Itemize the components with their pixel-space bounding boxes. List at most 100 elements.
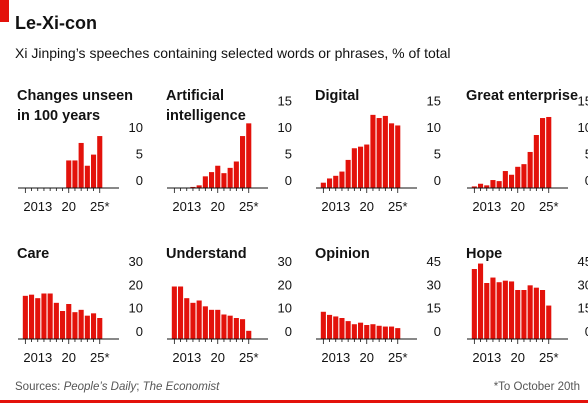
panel-3-bar-2018 bbox=[502, 171, 508, 188]
panel-5-y-tick-label-20: 20 bbox=[278, 277, 292, 292]
panel-6-y-tick-label-15: 15 bbox=[427, 301, 441, 316]
panel-1-y-tick-label-5: 5 bbox=[285, 147, 292, 162]
panel-2-bar-2025 bbox=[395, 125, 401, 188]
panel-2-bar-2023 bbox=[382, 115, 388, 188]
panel-2-bar-2017 bbox=[345, 159, 351, 188]
panel-6-x-tick-label-1: 20 bbox=[360, 350, 374, 365]
panel-2-x-tick-label-2: 25* bbox=[388, 199, 408, 214]
panel-3-x-tick-label-0: 2013 bbox=[472, 199, 501, 214]
panel-6-bar-2021 bbox=[370, 324, 376, 339]
panel-3-y-tick-label-15: 15 bbox=[578, 94, 588, 109]
panel-7-bar-2015 bbox=[484, 283, 490, 339]
panel-5-x-tick-label-0: 2013 bbox=[172, 350, 201, 365]
panel-4-bar-2022 bbox=[78, 309, 84, 339]
panel-4-bar-2021 bbox=[72, 312, 78, 339]
panel-6-bar-2022 bbox=[376, 325, 382, 339]
panel-0-bar-2020 bbox=[66, 160, 72, 188]
panel-5-bar-2014 bbox=[178, 286, 184, 339]
panel-1-y-tick-label-10: 10 bbox=[278, 120, 292, 135]
panel-4-bar-2016 bbox=[41, 293, 47, 339]
panel-6-bar-2023 bbox=[382, 326, 388, 339]
panel-4-y-tick-label-10: 10 bbox=[129, 301, 143, 316]
panel-3-y-tick-label-5: 5 bbox=[585, 147, 588, 162]
panel-6-y-tick-label-0: 0 bbox=[434, 324, 441, 339]
panel-6-y-tick-label-45: 45 bbox=[427, 254, 441, 269]
panel-3-bar-2025 bbox=[546, 116, 552, 188]
panel-3-y-tick-label-10: 10 bbox=[578, 120, 588, 135]
panel-2-y-tick-label-0: 0 bbox=[434, 173, 441, 188]
panel-7-y-tick-label-0: 0 bbox=[585, 324, 588, 339]
panel-5-title-line-0: Understand bbox=[166, 246, 247, 262]
panel-5-x-tick-label-2: 25* bbox=[239, 350, 259, 365]
panel-4-bar-2025 bbox=[97, 318, 103, 339]
panel-2-x-tick-label-0: 2013 bbox=[321, 199, 350, 214]
panel-1-title-line-0: Artificial bbox=[166, 88, 224, 104]
panel-5-bar-2017 bbox=[196, 300, 202, 339]
panel-3-bar-2023 bbox=[533, 135, 539, 188]
panel-1-bar-2025 bbox=[246, 123, 252, 188]
panel-2-bar-2019 bbox=[358, 146, 364, 188]
panel-1-bar-2016 bbox=[190, 186, 196, 188]
bottom-rule bbox=[0, 400, 588, 403]
panel-6-bar-2018 bbox=[351, 324, 357, 339]
panel-0-bar-2022 bbox=[78, 142, 84, 188]
panel-2-bar-2020 bbox=[364, 144, 370, 188]
panel-0-bar-2025 bbox=[97, 136, 103, 188]
panel-7-y-tick-label-30: 30 bbox=[578, 277, 588, 292]
panel-3-bar-2015 bbox=[484, 185, 490, 188]
panel-5-bar-2016 bbox=[190, 302, 196, 339]
panel-3-bar-2019 bbox=[509, 174, 515, 188]
panel-6-bar-2025 bbox=[395, 328, 401, 339]
panel-4-y-tick-label-0: 0 bbox=[136, 324, 143, 339]
panel-7-bar-2013 bbox=[471, 269, 477, 339]
panel-1-bar-2018 bbox=[202, 176, 208, 188]
panel-7-x-tick-label-0: 2013 bbox=[472, 350, 501, 365]
panel-7-bar-2017 bbox=[496, 282, 502, 339]
economist-flag bbox=[0, 0, 9, 22]
panel-7-bar-2014 bbox=[478, 263, 484, 339]
panel-1-x-tick-label-0: 2013 bbox=[172, 199, 201, 214]
panel-7-bar-2024 bbox=[540, 290, 546, 339]
panel-3-bar-2013 bbox=[471, 186, 477, 188]
panel-4-x-tick-label-1: 20 bbox=[62, 350, 76, 365]
panel-3-x-tick-label-2: 25* bbox=[539, 199, 559, 214]
panel-0-y-tick-label-5: 5 bbox=[136, 147, 143, 162]
panel-2-bar-2022 bbox=[376, 118, 382, 188]
panel-4-bar-2019 bbox=[60, 311, 66, 339]
panel-6-bar-2015 bbox=[333, 316, 339, 339]
panel-5-bar-2022 bbox=[227, 315, 233, 339]
panel-2-bar-2018 bbox=[351, 148, 357, 188]
panel-4-x-tick-label-0: 2013 bbox=[23, 350, 52, 365]
panel-2-bar-2015 bbox=[333, 175, 339, 188]
panel-7-y-tick-label-15: 15 bbox=[578, 301, 588, 316]
sources-separator: ; bbox=[136, 381, 143, 393]
panel-5-bar-2015 bbox=[184, 298, 190, 339]
panel-6-title-line-0: Opinion bbox=[315, 246, 370, 262]
panel-5-y-tick-label-30: 30 bbox=[278, 254, 292, 269]
panel-0-x-tick-label-1: 20 bbox=[62, 199, 76, 214]
panel-7-bar-2025 bbox=[546, 305, 552, 339]
panel-3-bar-2014 bbox=[478, 183, 484, 188]
panel-2-y-tick-label-15: 15 bbox=[427, 94, 441, 109]
panel-5-y-tick-label-10: 10 bbox=[278, 301, 292, 316]
panel-0-title-line-0: Changes unseen bbox=[17, 88, 133, 104]
panel-7-bar-2021 bbox=[521, 290, 527, 339]
panel-1-y-tick-label-15: 15 bbox=[278, 94, 292, 109]
panel-3-bar-2022 bbox=[527, 151, 533, 188]
source-peoples-daily: People’s Daily bbox=[63, 381, 137, 393]
panel-5-y-tick-label-0: 0 bbox=[285, 324, 292, 339]
panel-2-bar-2016 bbox=[339, 171, 345, 188]
panel-4-y-tick-label-20: 20 bbox=[129, 277, 143, 292]
panel-7-bar-2018 bbox=[502, 280, 508, 339]
panel-1-y-tick-label-0: 0 bbox=[285, 173, 292, 188]
panel-0-y-tick-label-0: 0 bbox=[136, 173, 143, 188]
panel-5-bar-2020 bbox=[215, 309, 221, 339]
panel-2-title-line-0: Digital bbox=[315, 88, 359, 104]
panel-3-x-tick-label-1: 20 bbox=[511, 199, 525, 214]
panel-0-title-line-1: in 100 years bbox=[17, 108, 100, 124]
panel-3-bar-2017 bbox=[496, 181, 502, 188]
panel-2-bar-2014 bbox=[327, 178, 333, 188]
panel-7-bar-2016 bbox=[490, 277, 496, 339]
panel-6-bar-2020 bbox=[364, 325, 370, 339]
